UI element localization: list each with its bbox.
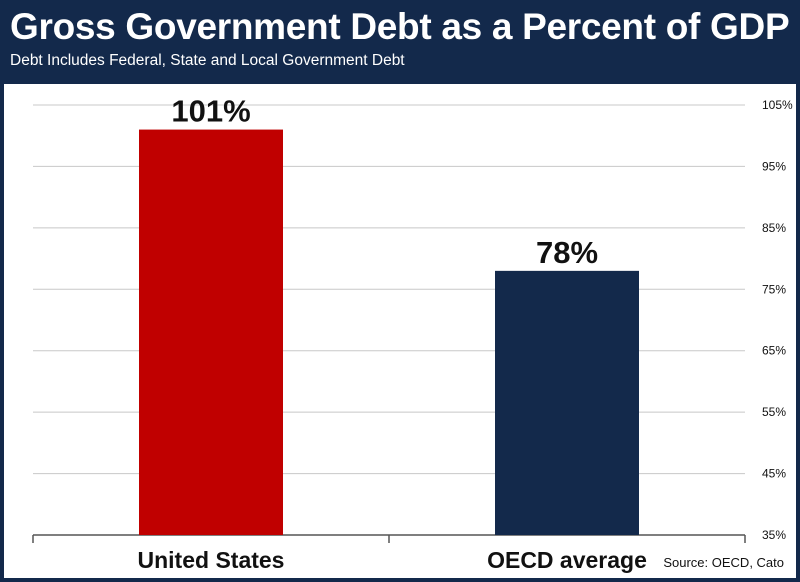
data-label: 78% <box>536 235 598 270</box>
chart-title: Gross Government Debt as a Percent of GD… <box>10 6 790 47</box>
y-tick-label: 75% <box>762 282 786 296</box>
y-tick-label: 65% <box>762 344 786 358</box>
chart-header: Gross Government Debt as a Percent of GD… <box>0 0 800 84</box>
bar-united-states <box>139 129 283 536</box>
source-note: Source: OECD, Cato <box>663 555 784 570</box>
y-tick-label: 55% <box>762 405 786 419</box>
y-tick-label: 95% <box>762 159 786 173</box>
y-tick-label: 85% <box>762 221 786 235</box>
chart-subtitle: Debt Includes Federal, State and Local G… <box>10 52 405 69</box>
x-category-label: United States <box>138 547 285 573</box>
y-tick-label: 105% <box>762 98 793 112</box>
data-label: 101% <box>171 94 250 129</box>
bar-oecd-average <box>495 270 639 535</box>
y-tick-label: 45% <box>762 467 786 481</box>
x-category-label: OECD average <box>487 547 647 573</box>
y-tick-label: 35% <box>762 528 786 542</box>
